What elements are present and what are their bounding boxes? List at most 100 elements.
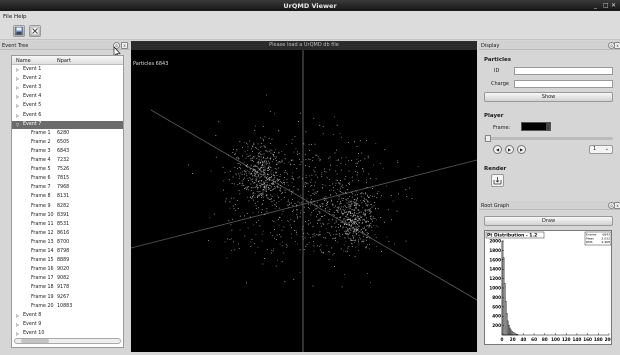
tree-frame-row[interactable]: Frame 12 8616 [12,230,123,238]
close-graph-icon[interactable]: x [614,202,620,209]
row-name: Frame 5 [31,167,51,173]
tree-frame-row[interactable]: Frame 18 9178 [12,284,123,292]
stats-entries-label: Entries [586,233,597,237]
collapsed-arrow-icon[interactable]: ▷ [16,76,20,82]
tree-event-row[interactable]: ▽ Event 7 [12,120,123,129]
tree-event-row[interactable]: ▷ Event 4 [12,93,123,101]
render-button[interactable] [491,174,504,187]
tree-frame-row[interactable]: Frame 13 8700 [12,239,123,247]
close-panel-icon[interactable]: x [121,42,128,49]
tree-frame-row[interactable]: Frame 1 6280 [12,130,123,138]
show-button[interactable]: Show [484,92,613,102]
collapsed-arrow-icon[interactable]: ▷ [16,67,20,72]
menu-help[interactable]: Help [14,14,27,20]
tree-frame-row[interactable]: Frame 14 8798 [12,248,123,256]
tree-frame-row[interactable]: Frame 17 9082 [12,275,123,283]
tree-frame-row[interactable]: Frame 7 7968 [12,184,123,192]
collapsed-arrow-icon[interactable]: ▷ [16,94,20,100]
tree-frame-row[interactable]: Frame 3 6843 [12,148,123,156]
row-npart: 9082 [57,276,70,282]
tree-frame-row[interactable]: Frame 16 9020 [12,266,123,274]
tree-frame-row[interactable]: Frame 11 8531 [12,221,123,229]
column-npart[interactable]: Npart [57,58,71,64]
display-title: Display [481,43,500,49]
tree-event-row[interactable]: ▷ Event 8 [12,312,123,320]
collapsed-arrow-icon[interactable]: ▷ [16,330,20,336]
row-npart: 8391 [57,212,70,218]
expanded-arrow-icon[interactable]: ▽ [16,121,20,127]
x-tick-label: 160 [583,337,592,342]
next-frame-icon[interactable]: ▶ [517,145,526,154]
collapsed-arrow-icon[interactable]: ▷ [16,112,20,118]
column-name[interactable]: Name [16,58,31,64]
row-npart: 8798 [57,249,70,254]
frame-spinbox[interactable] [521,122,551,131]
tree-frame-row[interactable]: Frame 20 10883 [12,303,123,311]
draw-button[interactable]: Draw [484,216,613,226]
tree-frame-row[interactable]: Frame 2 6505 [12,139,123,147]
particle-count: Particles 6843 [133,61,169,67]
row-name: Event 6 [23,112,42,118]
tree-event-row[interactable]: ▷ Event 6 [12,112,123,120]
tree-frame-row[interactable]: Frame 5 7526 [12,166,123,174]
tree-frame-row[interactable]: Frame 4 7232 [12,157,123,165]
close-display-icon[interactable]: x [614,42,620,49]
play-icon[interactable]: ▶ [505,145,514,154]
row-npart: 8282 [57,203,70,209]
row-name: Frame 6 [31,176,51,182]
tree-frame-row[interactable]: Frame 15 8889 [12,257,123,265]
close-file-icon[interactable] [29,25,41,37]
y-tick-label: 400 [492,314,501,319]
root-graph-title: Root Graph [481,203,510,209]
frame-slider-track[interactable] [484,137,613,140]
close-window-icon[interactable]: ✕ [611,2,617,9]
frame-slider-handle[interactable] [485,135,491,142]
y-tick-label: 1400 [489,267,501,272]
tree-frame-row[interactable]: Frame 9 8282 [12,203,123,211]
tree-event-row[interactable]: ▷ Event 2 [12,75,123,83]
tree-event-row[interactable]: ▷ Event 5 [12,102,123,110]
collapsed-arrow-icon[interactable]: ▷ [16,321,20,327]
tree-frame-row[interactable]: Frame 19 9267 [12,294,123,302]
root-graph-header: Root Graph o x [479,201,620,210]
x-tick-label: 60 [531,337,537,342]
row-name: Event 4 [23,94,42,100]
tree-frame-row[interactable]: Frame 10 8391 [12,212,123,220]
menu-file[interactable]: File [3,14,13,20]
tree-frame-row[interactable]: Frame 6 7815 [12,175,123,183]
charge-label: Charge [491,81,509,87]
x-tick-label: 20 [510,337,516,342]
tree-frame-row[interactable]: Frame 8 8131 [12,193,123,201]
scrollbar-thumb[interactable] [21,339,49,343]
y-tick-label: 600 [492,304,501,309]
speed-select[interactable]: 1 ⌄ [589,145,613,154]
collapsed-arrow-icon[interactable]: ▷ [16,103,20,109]
row-name: Frame 3 [31,148,51,154]
previous-frame-icon[interactable]: ◀ [493,145,502,154]
maximize-icon[interactable]: □ [603,2,609,9]
row-name: Event 3 [23,85,42,91]
tree-event-row[interactable]: ▷ Event 1 [12,66,123,74]
row-name: Frame 13 [31,239,54,245]
collapsed-arrow-icon[interactable]: ▷ [16,312,20,318]
tree-event-row[interactable]: ▷ Event 3 [12,84,123,92]
row-npart: 8131 [57,194,70,200]
particle-scene [131,50,477,352]
row-npart: 8889 [57,258,70,264]
tree-event-row[interactable]: ▷ Event 10 [12,330,123,338]
event-tree[interactable]: Name Npart ▷ Event 1 ▷ Event 2 ▷ Event 3 ▷ Even… [11,55,124,348]
charge-input[interactable] [514,80,613,88]
save-icon[interactable] [13,25,25,37]
collapsed-arrow-icon[interactable]: ▷ [16,85,20,91]
row-npart: 8531 [57,221,70,227]
event-viewer-3d[interactable]: Please load a UrQMD db file Particles 68… [131,41,477,352]
frame-spin-arrows[interactable] [546,123,550,130]
row-name: Event 1 [23,67,42,72]
player-label: Player [484,113,504,119]
minimize-icon[interactable]: _ [594,2,597,9]
row-name: Event 2 [23,76,42,82]
tree-event-row[interactable]: ▷ Event 9 [12,321,123,329]
float-panel-icon[interactable]: o [113,42,120,49]
horizontal-scrollbar[interactable] [14,338,121,344]
id-input[interactable] [514,67,613,75]
